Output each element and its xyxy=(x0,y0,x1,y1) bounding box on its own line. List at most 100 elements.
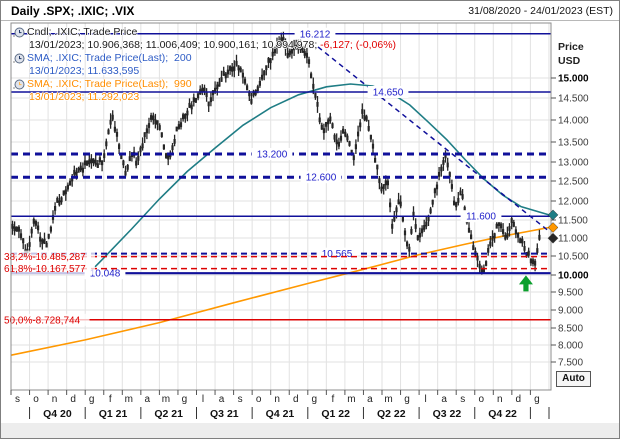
month-label[interactable]: s xyxy=(460,394,465,405)
fib-level-label: 50,0%-8.728,744 xyxy=(4,315,81,326)
auto-scale-button[interactable]: Auto xyxy=(556,371,591,387)
month-label[interactable]: o xyxy=(256,394,262,405)
price-axis-label[interactable]: 12.000 xyxy=(558,197,589,208)
fib-level-label: 61,8%-10.167,577 xyxy=(4,264,86,275)
month-label[interactable]: n xyxy=(274,394,280,405)
price-axis-label[interactable]: 8.000 xyxy=(558,341,583,352)
legend-sma990-title: SMA; .IXIC; Trade Price(Last); 990 xyxy=(27,77,192,90)
quarter-label[interactable]: Q3 22 xyxy=(433,408,462,420)
price-axis-label[interactable]: 14.500 xyxy=(558,94,589,105)
legend-collapse-icon[interactable] xyxy=(13,27,25,38)
price-level-label: 12.600 xyxy=(306,173,337,184)
month-label[interactable]: m xyxy=(347,394,355,405)
price-axis-label[interactable]: 10.500 xyxy=(558,252,589,263)
month-label[interactable]: s xyxy=(238,394,243,405)
trendline[interactable] xyxy=(317,46,550,232)
month-label[interactable]: a xyxy=(145,394,151,405)
price-axis-label[interactable]: 10.000 xyxy=(558,271,589,282)
month-label[interactable]: m xyxy=(384,394,392,405)
legend-candle-change: -6,127; (-0,06%) xyxy=(320,38,397,51)
bottom-strip xyxy=(1,423,619,438)
legend: Cndl; .IXIC; Trade Price 13/01/2023; 10.… xyxy=(13,26,396,103)
price-axis-label[interactable]: 15.000 xyxy=(558,74,589,85)
month-label[interactable]: f xyxy=(109,394,112,405)
quarter-label[interactable]: Q1 22 xyxy=(321,408,350,420)
price-level-label: 11.600 xyxy=(466,212,496,223)
quarter-label[interactable]: Q4 21 xyxy=(266,408,295,420)
month-label[interactable]: d xyxy=(70,394,76,405)
month-label[interactable]: a xyxy=(219,394,225,405)
fib-level-label: 38,2%-10.485,287 xyxy=(4,252,86,263)
legend-row-sma990[interactable]: SMA; .IXIC; Trade Price(Last); 990 xyxy=(13,78,396,91)
month-label[interactable]: o xyxy=(478,394,484,405)
price-level-label-bg xyxy=(294,27,336,40)
legend-candle-title: Cndl; .IXIC; Trade Price xyxy=(27,26,138,38)
title-bar: Daily .SPX; .IXIC; .VIX 31/08/2020 - 24/… xyxy=(1,1,619,21)
last-value-diamond xyxy=(547,222,559,233)
month-label[interactable]: m xyxy=(162,394,170,405)
legend-collapse-icon[interactable] xyxy=(13,79,25,90)
month-label[interactable]: a xyxy=(367,394,373,405)
legend-collapse-icon[interactable] xyxy=(13,53,25,64)
price-level-label-bg xyxy=(300,171,342,184)
price-axis-label[interactable]: 13.000 xyxy=(558,158,589,169)
price-axis-label[interactable]: 9.500 xyxy=(558,288,583,299)
price-axis-label[interactable]: 12.500 xyxy=(558,177,589,188)
month-label[interactable]: n xyxy=(497,394,503,405)
legend-row-sma990-values: 13/01/2023; 11.292,023 xyxy=(13,91,396,104)
price-axis-label[interactable]: 11.500 xyxy=(558,216,588,227)
last-value-diamond xyxy=(547,232,559,244)
price-level-label-bg xyxy=(251,148,293,160)
sma-990-line[interactable] xyxy=(10,226,550,356)
legend-row-candle[interactable]: Cndl; .IXIC; Trade Price xyxy=(13,26,396,39)
quarter-label[interactable]: Q4 20 xyxy=(43,408,72,420)
month-label[interactable]: l xyxy=(202,394,204,405)
quarter-label[interactable]: Q3 21 xyxy=(210,408,239,420)
month-label[interactable]: g xyxy=(404,394,410,405)
price-axis-label[interactable]: 14.000 xyxy=(558,116,589,127)
quarter-label[interactable]: Q2 21 xyxy=(154,408,183,420)
green-up-arrow[interactable] xyxy=(518,275,533,292)
price-level-label-bg xyxy=(460,210,502,223)
plot-border xyxy=(10,22,552,391)
month-label[interactable]: l xyxy=(424,394,426,405)
month-label[interactable]: o xyxy=(33,394,39,405)
price-axis-label[interactable]: 7.500 xyxy=(558,358,583,369)
price-axis-label[interactable]: 8.500 xyxy=(558,324,583,335)
quarter-label[interactable]: Q2 22 xyxy=(377,408,406,420)
last-value-diamond xyxy=(547,209,559,221)
month-label[interactable]: g xyxy=(534,394,540,405)
price-axis-label[interactable]: 9.000 xyxy=(558,306,583,317)
quarter-label[interactable]: Q1 21 xyxy=(99,408,128,420)
price-axis-title: Price xyxy=(558,41,584,53)
month-label[interactable]: g xyxy=(89,394,95,405)
month-label[interactable]: m xyxy=(125,394,133,405)
date-range: 31/08/2020 - 24/01/2023 (EST) xyxy=(468,5,613,17)
price-axis-label[interactable]: 11.000 xyxy=(558,234,588,245)
price-axis-label[interactable]: 13.500 xyxy=(558,138,589,149)
month-label[interactable]: g xyxy=(312,394,318,405)
month-label[interactable]: g xyxy=(182,394,188,405)
sma-200-line[interactable] xyxy=(88,83,550,274)
fib-label-bg xyxy=(3,313,90,326)
month-label[interactable]: a xyxy=(441,394,447,405)
legend-row-candle-values: 13/01/2023; 10.906,368; 11.006,409; 10.9… xyxy=(13,39,396,52)
month-label[interactable]: d xyxy=(516,394,522,405)
price-level-label: 16.212 xyxy=(300,29,331,40)
quarter-label[interactable]: Q4 22 xyxy=(488,408,517,420)
price-level-label: 10.565 xyxy=(322,249,353,260)
price-level-label: 14.650 xyxy=(373,88,404,99)
legend-row-sma200[interactable]: SMA; .IXIC; Trade Price(Last); 200 xyxy=(13,52,396,65)
chart-title: Daily .SPX; .IXIC; .VIX xyxy=(11,4,135,18)
fib-label-bg xyxy=(3,250,95,263)
month-label[interactable]: d xyxy=(293,394,299,405)
price-level-label: 13.200 xyxy=(257,150,288,161)
price-axis-title: USD xyxy=(558,55,581,67)
legend-sma990-values: 13/01/2023; 11.292,023 xyxy=(29,90,140,103)
legend-candle-values: 13/01/2023; 10.906,368; 11.006,409; 10.9… xyxy=(29,38,321,51)
month-label[interactable]: n xyxy=(52,394,58,405)
month-label[interactable]: s xyxy=(15,394,20,405)
month-label[interactable]: f xyxy=(331,394,334,405)
